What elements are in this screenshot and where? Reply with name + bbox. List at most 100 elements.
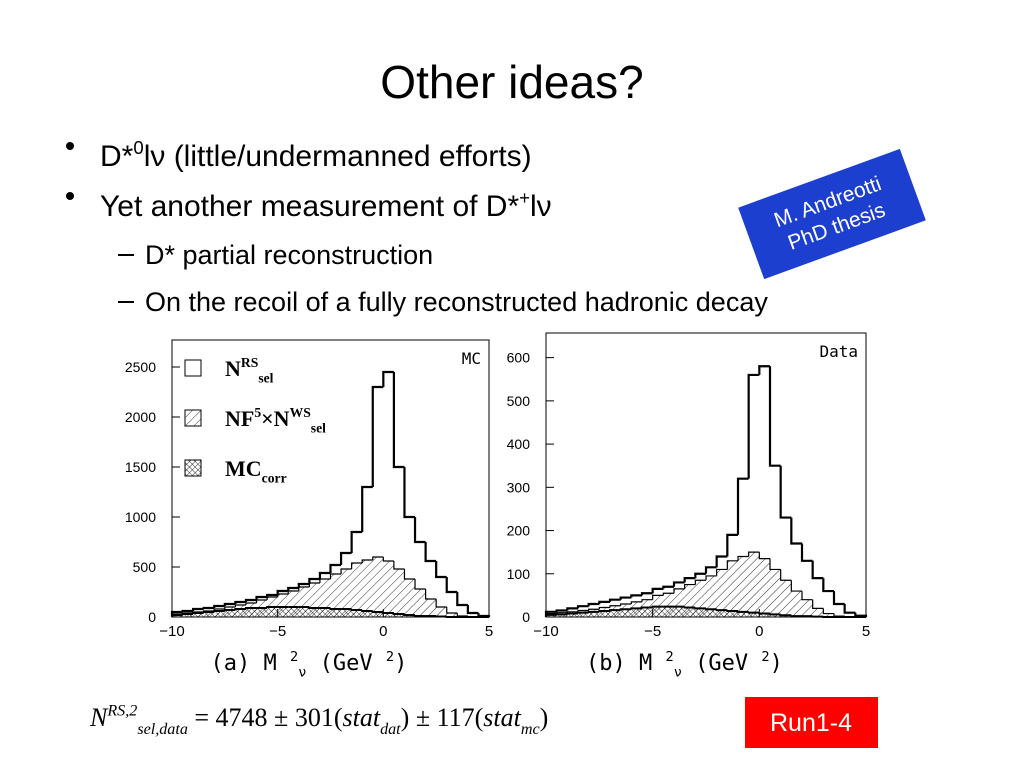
text-part: (GeV [682, 651, 761, 676]
x-tick-label: 5 [862, 623, 870, 640]
histogram-fill [791, 591, 802, 617]
histogram-fill [425, 599, 437, 617]
histogram-step [683, 576, 696, 583]
histogram-step [790, 580, 802, 592]
histogram-fill [642, 599, 653, 617]
histogram-step [844, 616, 856, 618]
x-tick-label: −10 [533, 623, 558, 640]
histogram-fill [695, 580, 706, 617]
histogram-fill [770, 569, 781, 617]
histogram-step [769, 558, 781, 571]
histogram-step [673, 588, 685, 594]
text-part: stat [342, 703, 380, 732]
x-tick-label: −5 [644, 623, 661, 640]
histogram-fill [780, 580, 792, 617]
text-part: 0 [133, 137, 143, 158]
histogram-step [609, 605, 621, 608]
bullet: D*0lν (little/undermanned efforts) [100, 137, 532, 173]
text-part: (b) M [586, 651, 665, 676]
histogram-fill [823, 613, 834, 617]
slide-title: Other ideas? [380, 56, 643, 108]
sub-bullet: On the recoil of a fully reconstructed h… [145, 287, 768, 317]
text-part: NF [225, 406, 254, 431]
histogram-step [587, 602, 600, 607]
histogram-step [768, 366, 781, 467]
legend-entry: NF5×NWSsel [225, 405, 326, 435]
histogram-step [203, 610, 215, 612]
badge-box [745, 697, 878, 748]
histogram-step [467, 616, 479, 618]
histogram-step [662, 592, 674, 596]
histogram-step [598, 600, 610, 605]
formula: NRS,2sel,data = 4748 ± 301(statdat) ± 11… [89, 703, 548, 738]
histogram-step [556, 612, 568, 614]
text-part: = 4748 ± 301( [188, 703, 343, 732]
histogram-step [748, 551, 760, 557]
text-part: ν [674, 665, 682, 681]
histogram-step [477, 613, 491, 618]
histogram-step [435, 561, 447, 579]
y-tick-label: 1500 [125, 459, 156, 475]
y-tick-label: 600 [507, 350, 531, 366]
histogram-fill [256, 600, 268, 617]
histogram-step [425, 589, 437, 600]
text-part: Yet another measurement of D* [100, 190, 519, 223]
histogram-fill [812, 608, 824, 617]
histogram-step [758, 365, 770, 375]
histogram-fill [706, 575, 717, 617]
histogram-step [297, 582, 310, 588]
histogram-step [672, 581, 685, 587]
text-part: WS [290, 405, 311, 420]
histogram-step [822, 608, 834, 615]
histogram-step [202, 606, 215, 610]
histogram-fill [404, 579, 416, 617]
histogram-step [566, 607, 578, 611]
histogram-step [223, 602, 236, 606]
histogram-fill [436, 607, 447, 617]
histogram-fill [446, 613, 458, 617]
histogram-fill [203, 611, 215, 617]
histogram-fill [193, 612, 204, 617]
histogram-step [339, 551, 352, 565]
histogram-fill [351, 563, 363, 617]
histogram-fill [277, 594, 289, 617]
histogram-step [726, 560, 738, 570]
histogram-step [758, 552, 770, 560]
text-part: N [225, 356, 241, 381]
histogram-step [854, 612, 868, 617]
histogram-fill [716, 569, 728, 617]
text-part: RS [241, 355, 258, 370]
histogram-step [822, 578, 834, 593]
x-axis-label: (b) M 2ν (GeV 2) [586, 649, 783, 680]
histogram-fill [245, 603, 257, 617]
histogram-fill [738, 556, 749, 617]
histogram-step [213, 608, 225, 611]
text-part: MC [225, 456, 262, 481]
histogram-step [181, 609, 194, 613]
histogram-step [414, 579, 426, 590]
histogram-fill [748, 552, 760, 617]
plot-annotation: MC [462, 349, 481, 368]
histogram-step [544, 610, 557, 617]
histogram-step [705, 575, 717, 581]
histogram-step [244, 598, 257, 602]
histogram-step [843, 604, 856, 614]
histogram-fill [319, 579, 331, 617]
histogram-step [255, 595, 268, 600]
y-tick-label: 1000 [125, 509, 156, 525]
text-part: sel [311, 421, 326, 436]
histogram-step [329, 563, 342, 573]
histogram-fill [599, 607, 610, 617]
histogram-step [435, 599, 447, 608]
text-part: 2 [761, 649, 769, 665]
histogram-fill [393, 569, 405, 617]
histogram-step [351, 562, 363, 569]
histogram-fill [288, 591, 299, 617]
histogram-step [811, 560, 824, 580]
histogram-step [833, 613, 845, 617]
histogram-fill [330, 574, 342, 617]
histogram-step [456, 613, 468, 617]
text-part: ) [394, 651, 407, 676]
x-tick-label: 0 [755, 623, 763, 640]
